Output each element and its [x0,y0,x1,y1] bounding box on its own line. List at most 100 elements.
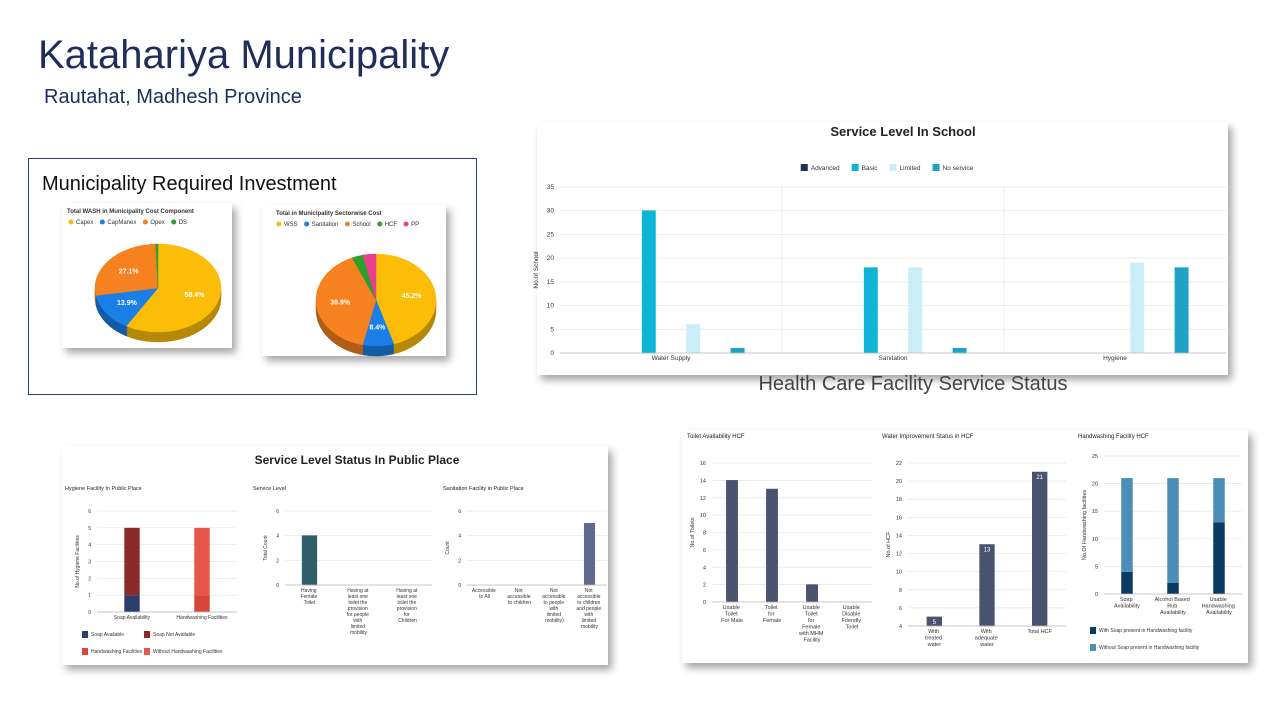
y-tick-label: 1 [88,593,91,599]
legend-swatch [304,221,310,227]
bar [730,347,745,354]
legend-label: Sanitation [312,222,339,228]
legend-swatch [144,648,150,655]
chart-title: Sanitation Facility in Public Place [443,486,524,492]
y-tick-label: 4 [458,534,461,540]
y-tick-label: 8 [899,588,902,594]
legend-swatch [403,221,409,227]
page-title: Katahariya Municipality [38,33,449,77]
data-label: 13.9% [117,300,138,307]
x-tick-label: Alcohol Based Rub Availability [1155,597,1192,616]
bar-segment [1213,522,1225,594]
y-tick-label: 2 [276,558,279,564]
legend-label: Capex [76,220,93,226]
x-tick-label: Handwashing Facilities [176,615,228,621]
y-tick-label: 2 [703,583,706,589]
chart-title: Service Level In School [830,124,975,139]
x-tick-label: Usable Toilet For Male [721,605,743,624]
y-tick-label: 22 [896,461,902,467]
bar [726,480,738,603]
legend-swatch [377,221,383,227]
y-tick-label: 10 [1092,537,1098,543]
legend-swatch [99,219,105,225]
legend-swatch [889,164,897,171]
y-tick-label: 16 [896,515,902,521]
pie-slice [125,243,222,333]
y-tick-label: 6 [458,509,461,515]
legend-swatch [932,164,940,171]
y-tick-label: 12 [896,552,902,558]
card [537,122,1228,375]
bar-segment [124,527,140,596]
chart-title: Water Improvement Status in HCF [882,434,974,440]
bar-segment [194,527,210,596]
data-label: 45.2% [402,293,423,300]
x-tick-label: Accessible to All [472,588,497,600]
x-tick-label: Not accessible to people with limited mo… [542,588,567,624]
data-label: 21 [1036,475,1043,481]
legend-label: Advanced [811,165,840,172]
pie-slice [375,253,437,345]
data-label: 5 [933,620,937,626]
bar [686,324,701,354]
y-tick-label: 4 [703,565,706,571]
y-tick-label: 0 [276,583,279,589]
x-tick-label: Hygiene [1103,355,1127,362]
y-tick-label: 30 [547,208,555,215]
y-axis-label: No.Of Handwashing facilities [1082,490,1088,561]
y-tick-label: 5 [88,526,91,532]
y-axis-label: Count [445,541,451,555]
y-tick-label: 8 [703,531,706,537]
legend-label: No service [943,165,974,172]
pie-slice [155,243,159,289]
bar [583,523,596,586]
bar [1174,267,1189,354]
data-label: 58.4% [185,292,206,299]
x-tick-label: Having at least one toilet the provision… [396,588,419,624]
legend-label: School [352,222,370,228]
y-tick-label: 0 [1095,592,1098,598]
legend-swatch [68,219,74,225]
legend-label: Without Soap present in Handwashing faci… [1099,645,1200,651]
x-tick-label: With treated water [925,629,944,648]
section-title: Service Level Status In Public Place [255,453,460,467]
y-tick-label: 4 [88,543,91,549]
bar [806,584,818,603]
bar-segment [1167,478,1179,583]
legend-swatch [800,164,808,171]
data-label: 27.1% [119,268,140,275]
legend-swatch [82,631,88,638]
legend-label: Limited [900,165,921,172]
x-tick-label: Toilet for Female [763,605,781,624]
legend-swatch [171,219,177,225]
legend-label: Basic [862,165,879,172]
y-tick-label: 10 [547,303,555,310]
legend-swatch [82,648,88,655]
y-tick-label: 14 [700,478,706,484]
y-tick-label: 35 [547,184,555,191]
data-label: 8.4% [369,325,386,332]
legend-swatch [1090,627,1096,634]
bar-segment [1213,478,1225,523]
y-tick-label: 2 [88,576,91,582]
y-axis-label: No.of School [533,251,540,289]
y-tick-label: 25 [547,231,555,238]
y-tick-label: 0 [703,600,706,606]
chart-title: Total WASH in Municipality Cost Componen… [67,209,194,215]
x-tick-label: Soap Availability [114,615,151,621]
chart-title: Handwashing Facility HCF [1078,434,1149,440]
y-tick-label: 14 [896,533,902,539]
x-tick-label: Having Female Toilet [300,588,318,606]
y-axis-label: No.of Toilets [690,517,696,547]
legend-label: CapManex [107,220,136,226]
legend-label: PP [411,222,419,228]
x-tick-label: Soap Availability [1114,597,1140,610]
x-tick-label: Water Supply [652,355,692,362]
bar [952,347,967,354]
legend-label: WSS [284,222,298,228]
y-tick-label: 6 [88,509,91,515]
bar [641,210,656,354]
y-tick-label: 2 [458,558,461,564]
y-tick-label: 3 [88,560,91,566]
